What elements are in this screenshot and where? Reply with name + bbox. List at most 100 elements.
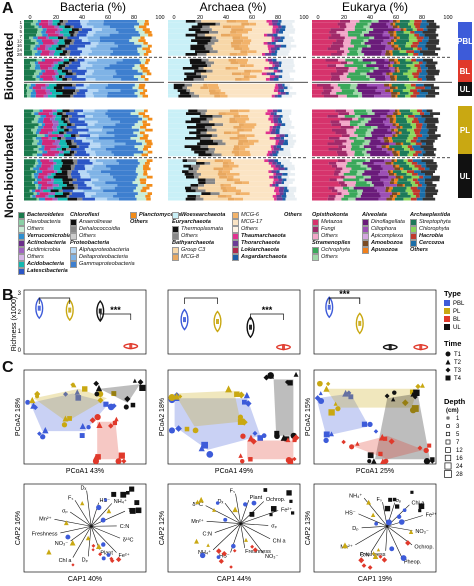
bar-segment [394,67,397,70]
bar-segment [67,123,72,126]
bar-segment [392,72,404,76]
bar-segment [215,22,221,26]
bar-segment [275,131,280,135]
bar-segment [227,189,242,193]
bar-segment [407,120,412,124]
bar-segment [56,126,61,129]
bar-segment [225,67,231,70]
bar-segment [413,192,420,195]
bar-segment [284,36,293,40]
bar-segment [403,167,413,171]
bar-segment [274,137,281,140]
bar-segment [35,186,38,190]
bar-segment [237,120,246,124]
bar-segment [230,184,270,187]
bar-segment [354,28,367,31]
bar-segment [366,64,385,67]
bar-segment [281,64,295,67]
bar-segment [284,137,293,140]
bar-segment [248,44,268,48]
bar-segment [312,153,338,157]
bar-segment [420,25,427,29]
legend-time-label: T4 [454,376,462,382]
bar-segment [77,58,85,62]
bar-segment [27,83,31,87]
bar-segment [35,83,46,87]
bar-segment [208,89,216,92]
bar-segment [388,25,393,29]
bar-segment [312,42,333,45]
bar-segment [189,131,201,135]
bar-segment [312,167,336,171]
bar-segment [246,137,270,140]
bar-segment [388,189,392,193]
bar-segment [78,170,87,173]
bar-segment [39,189,44,193]
bar-segment [184,72,197,76]
bar-segment [397,153,400,157]
bar-segment [419,92,428,95]
cap-xlabel: CAP1 40% [68,576,102,583]
bars-archaea [168,20,308,201]
bar-segment [373,128,388,132]
bar-segment [54,170,58,173]
bar-segment [249,47,269,51]
pcoa-hull [174,390,241,427]
bar-segment [254,134,277,137]
bar-segment [73,92,77,95]
legend-label: Actinobacteria [27,240,66,246]
point-square [384,505,391,512]
point-triangle [212,507,217,512]
bar-segment [281,109,292,113]
bar-segment [274,159,279,162]
bar-segment [376,145,382,148]
cap-vector-label: NH₄⁺ [114,498,127,505]
bar-segment [282,83,285,87]
point-circle [317,380,323,387]
bar-segment [116,159,138,162]
bar-segment [227,175,234,179]
bar-segment [427,28,437,31]
bar-segment [238,61,248,65]
bar-segment [356,173,363,176]
bar-segment [219,92,226,95]
bar-segment [349,192,358,195]
bar-segment [68,44,86,48]
bar-segment [188,28,201,31]
bar-segment [384,58,389,62]
bar-segment [191,148,209,151]
bar-segment [407,159,413,162]
bar-segment [84,148,91,151]
bar-segment [417,184,422,187]
bar-segment [383,31,389,34]
point-triangle [96,421,103,429]
bar-segment [423,83,434,87]
bar-segment [37,142,42,146]
bar-segment [288,134,296,137]
point-diamond [292,456,297,462]
bar-segment [421,159,434,162]
bar-segment [89,159,96,162]
bar-segment [353,109,367,113]
axis-ticks-top: 0 20 40 60 80 100 0 20 40 60 80 100 0 20 40 60 80 100 [28,15,452,21]
bar-segment [63,131,67,135]
bar-segment [312,159,338,162]
bar-segment [168,159,183,162]
bar-segment [37,134,45,137]
bar-segment [216,36,233,40]
bar-segment [68,64,81,67]
bar-segment [168,64,192,67]
bar-segment [336,178,344,182]
bar-segment [74,58,78,62]
bar-segment [61,115,69,118]
bar-segment [178,94,192,98]
bar-segment [182,67,199,70]
bar-segment [312,173,334,176]
bar-segment [403,31,411,34]
point-triangle [85,535,91,541]
bar-segment [92,139,115,143]
point-diamond [381,557,388,563]
bar-segment [274,189,279,193]
bar-segment [64,67,78,70]
bar-segment [384,64,389,67]
